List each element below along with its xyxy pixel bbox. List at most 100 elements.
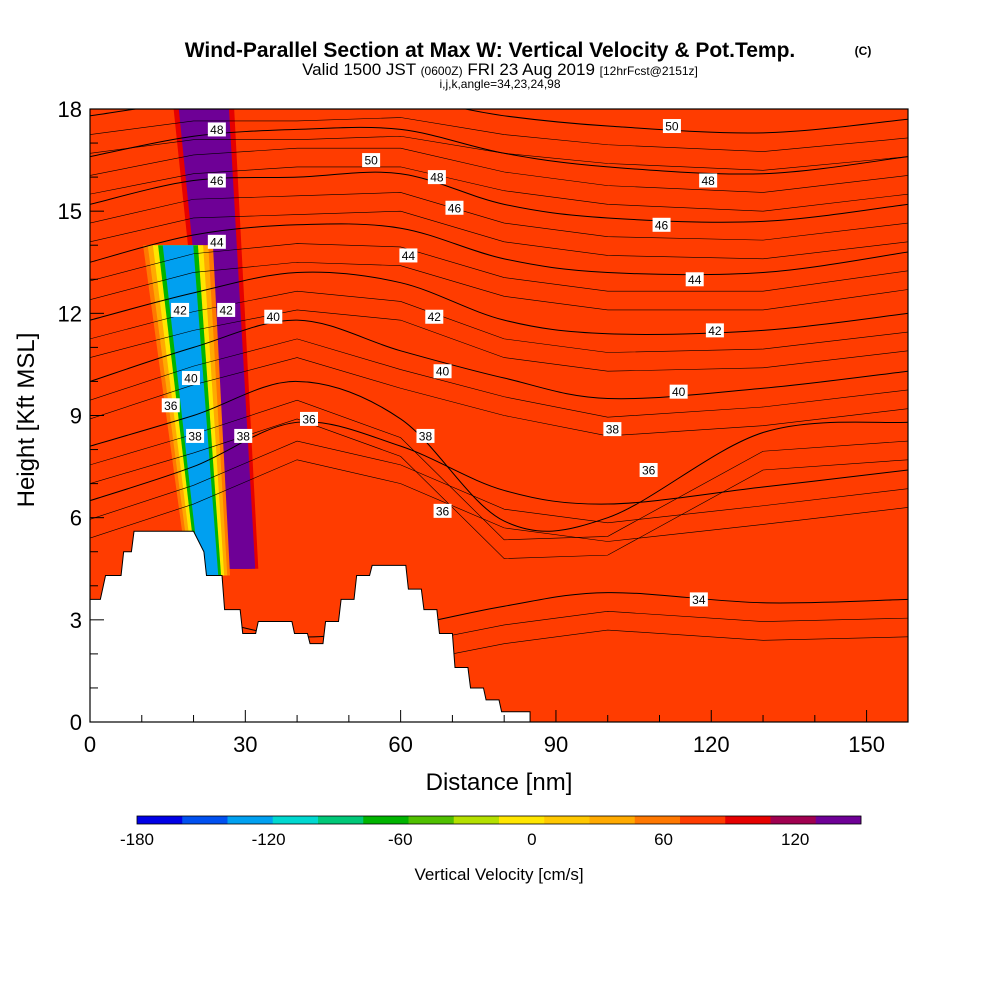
contour-label-bg bbox=[181, 371, 200, 386]
colorbar-swatch bbox=[499, 816, 545, 824]
colorbar-swatch bbox=[363, 816, 409, 824]
contour-label-text: 46 bbox=[448, 201, 462, 215]
contour-label-text: 48 bbox=[701, 174, 715, 188]
theta-contour-minor bbox=[90, 357, 908, 437]
colorbar-tick-label: 120 bbox=[781, 830, 809, 849]
contour-label-text: 44 bbox=[688, 273, 702, 287]
x-tick-label: 60 bbox=[388, 732, 412, 757]
contour-label-text: 50 bbox=[364, 154, 378, 168]
chart-subtitle-indices: i,j,k,angle=34,23,24,98 bbox=[439, 77, 560, 91]
contour-label-text: 38 bbox=[237, 429, 251, 443]
colorbar-tick-label: 60 bbox=[654, 830, 673, 849]
contour-label-bg bbox=[264, 309, 283, 324]
contour-label-bg bbox=[207, 234, 226, 249]
x-tick-label: 150 bbox=[848, 732, 885, 757]
contour-label-text: 38 bbox=[606, 423, 620, 437]
contour-label-bg bbox=[699, 173, 718, 188]
contour-label: 48 bbox=[699, 173, 718, 188]
contour-label-bg bbox=[416, 428, 435, 443]
plot-area bbox=[90, 109, 908, 722]
theta-contour-42 bbox=[90, 271, 908, 335]
theta-contour-minor bbox=[90, 440, 908, 524]
x-tick-label: 90 bbox=[544, 732, 568, 757]
contour-label-bg bbox=[362, 153, 381, 168]
theta-contour-minor bbox=[90, 210, 908, 260]
contour-label-bg bbox=[217, 302, 236, 317]
colorbar-swatch bbox=[680, 816, 726, 824]
theta-contour-44 bbox=[90, 223, 908, 276]
contour-label-bg bbox=[161, 398, 180, 413]
contour-label-bg bbox=[689, 592, 708, 607]
contour-label-text: 40 bbox=[184, 372, 198, 386]
colorbar-swatch bbox=[544, 816, 590, 824]
contour-label-bg bbox=[445, 200, 464, 215]
theta-contour-minor bbox=[90, 117, 908, 152]
contour-label-bg bbox=[705, 323, 724, 338]
contour-label-bg bbox=[171, 302, 190, 317]
contour-label-bg bbox=[234, 428, 253, 443]
theta-contour-minor bbox=[90, 399, 908, 541]
contour-label: 42 bbox=[705, 323, 724, 338]
y-axis-label: Height [Kft MSL] bbox=[13, 333, 40, 508]
y-tick-label: 0 bbox=[70, 710, 82, 735]
contour-label: 38 bbox=[603, 422, 622, 437]
contour-label-text: 44 bbox=[402, 249, 416, 263]
y-axis: 0 3 6 9 12 15 18 bbox=[58, 97, 104, 735]
chart-subtitle: Valid 1500 JST (0600Z) FRI 23 Aug 2019 [… bbox=[302, 60, 698, 79]
contour-label: 36 bbox=[433, 503, 452, 518]
contour-label-bg bbox=[685, 272, 704, 287]
contour-label: 48 bbox=[427, 170, 446, 185]
theta-contour-36 bbox=[90, 421, 908, 505]
contour-label: 34 bbox=[689, 592, 708, 607]
theta-contour-minor bbox=[90, 290, 908, 353]
theta-contour-40 bbox=[90, 319, 908, 400]
contour-label: 38 bbox=[186, 428, 205, 443]
x-axis: 0 30 60 90 120 150 bbox=[84, 710, 885, 757]
contour-label-text: 36 bbox=[642, 463, 656, 477]
contour-label-bg bbox=[433, 364, 452, 379]
colorbar-swatch bbox=[589, 816, 636, 824]
contour-label: 38 bbox=[234, 428, 253, 443]
chart-title: Wind-Parallel Section at Max W: Vertical… bbox=[185, 39, 796, 62]
contour-label: 38 bbox=[416, 428, 435, 443]
colorbar-tick-label: -120 bbox=[252, 830, 286, 849]
contour-label-text: 46 bbox=[210, 174, 224, 188]
y-tick-label: 6 bbox=[70, 506, 82, 531]
contour-label: 36 bbox=[639, 462, 658, 477]
contour-label-text: 50 bbox=[665, 120, 679, 134]
contour-label-bg bbox=[652, 217, 671, 232]
contour-label-text: 38 bbox=[419, 429, 433, 443]
contour-label-text: 42 bbox=[708, 324, 722, 338]
contour-label-text: 34 bbox=[692, 593, 706, 607]
colorbar-swatch bbox=[634, 816, 681, 824]
title-mark: (C) bbox=[855, 44, 872, 58]
colorbar-swatch bbox=[137, 816, 183, 824]
contour-label-bg bbox=[433, 503, 452, 518]
contour-label-bg bbox=[207, 122, 226, 137]
contour-label-bg bbox=[639, 462, 658, 477]
colorbar-label: Vertical Velocity [cm/s] bbox=[414, 865, 583, 884]
y-tick-label: 9 bbox=[70, 404, 82, 429]
contour-label: 46 bbox=[207, 173, 226, 188]
colorbar-swatch bbox=[182, 816, 228, 824]
theta-contour-50 bbox=[90, 109, 908, 134]
subtitle-date: FRI 23 Aug 2019 bbox=[467, 60, 595, 79]
colorbar-swatch bbox=[272, 816, 319, 824]
contour-label-text: 42 bbox=[428, 310, 442, 324]
contour-label-bg bbox=[603, 422, 622, 437]
contour-label-bg bbox=[299, 411, 318, 426]
theta-contour-minor bbox=[90, 243, 908, 292]
colorbar-swatch bbox=[770, 816, 817, 824]
contour-label: 48 bbox=[207, 122, 226, 137]
y-tick-label: 3 bbox=[70, 608, 82, 633]
subtitle-forecast: [12hrFcst@2151z] bbox=[600, 64, 698, 78]
theta-contour-minor bbox=[90, 166, 908, 212]
contour-label-text: 38 bbox=[188, 429, 202, 443]
contour-label: 40 bbox=[264, 309, 283, 324]
colorbar-swatch bbox=[453, 816, 500, 824]
contour-label-bg bbox=[186, 428, 205, 443]
contour-label-text: 36 bbox=[302, 412, 316, 426]
contour-label: 42 bbox=[171, 302, 190, 317]
theta-contour-38 bbox=[90, 380, 908, 532]
